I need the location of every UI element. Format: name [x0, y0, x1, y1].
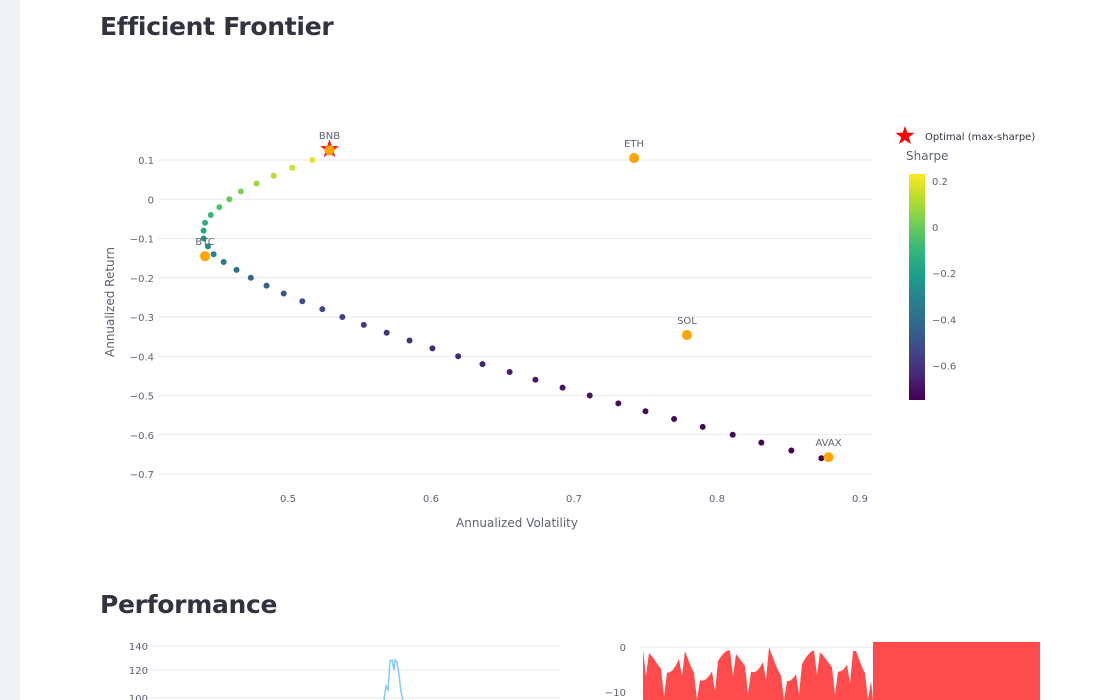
asset-label: BNB: [319, 131, 340, 142]
frontier-point: [263, 282, 270, 289]
sidebar-edge: [0, 0, 20, 700]
y-tick-label: 120: [129, 666, 148, 677]
frontier-point: [270, 172, 277, 179]
frontier-point: [559, 384, 566, 391]
frontier-point: [319, 306, 326, 313]
asset-label: BTC: [195, 237, 214, 248]
frontier-point: [506, 368, 513, 375]
star-icon: [895, 126, 915, 145]
frontier-point: [788, 447, 795, 454]
y-tick-label: −0.3: [130, 313, 154, 324]
y-axis-label: Annualized Return: [103, 247, 117, 357]
colorbar: [909, 174, 925, 400]
frontier-point: [615, 400, 622, 407]
frontier-point: [818, 455, 825, 462]
optimal-asset-point: [324, 145, 335, 156]
frontier-point: [532, 376, 539, 383]
x-axis-label: Annualized Volatility: [456, 516, 578, 530]
asset-label: SOL: [677, 316, 697, 327]
frontier-point: [479, 361, 486, 368]
colorbar-tick-label: −0.4: [932, 315, 956, 326]
asset-point: [629, 153, 640, 164]
y-tick-label: 0: [620, 643, 626, 654]
frontier-point: [207, 211, 214, 218]
colorbar-tick-label: −0.2: [932, 269, 956, 280]
y-tick-label: −0.6: [130, 431, 154, 442]
efficient-frontier-title: Efficient Frontier: [100, 12, 334, 41]
frontier-point: [309, 157, 316, 163]
performance-title: Performance: [100, 590, 278, 619]
x-tick-label: 0.8: [709, 494, 725, 505]
x-tick-label: 0.9: [852, 494, 868, 505]
asset-point: [823, 452, 834, 463]
frontier-point: [204, 243, 211, 250]
frontier-point: [253, 180, 260, 187]
frontier-point: [202, 219, 209, 226]
frontier-point: [429, 345, 436, 352]
y-tick-label: −0.4: [130, 352, 154, 363]
frontier-point: [280, 290, 287, 297]
y-tick-label: −10: [605, 688, 626, 699]
frontier-point: [699, 423, 706, 430]
performance-charts: 140 120 100 0 −10: [129, 642, 1040, 700]
asset-label: AVAX: [815, 438, 841, 449]
colorbar-tick-label: 0: [932, 223, 938, 234]
frontier-point: [758, 439, 765, 446]
frontier-point: [216, 204, 223, 211]
frontier-point: [247, 274, 254, 281]
frontier-point: [220, 259, 227, 266]
efficient-frontier-chart: 0.1 0 −0.1 −0.2 −0.3 −0.4 −0.5 −0.6 −0.7 0.5 0.6 0.…: [103, 126, 1035, 530]
y-tick-label: 140: [129, 642, 148, 653]
frontier-point: [210, 251, 217, 258]
frontier-point: [671, 416, 678, 423]
x-tick-label: 0.7: [566, 494, 582, 505]
frontier-point: [339, 314, 346, 320]
asset-label: ETH: [624, 139, 644, 150]
frontier-point: [360, 321, 367, 328]
y-tick-label: 0.1: [138, 156, 154, 167]
frontier-point: [299, 298, 306, 305]
frontier-point: [289, 164, 296, 171]
y-tick-label: 100: [129, 694, 148, 700]
frontier-point: [455, 353, 462, 360]
frontier-point: [200, 227, 207, 234]
y-tick-label: −0.1: [130, 235, 154, 246]
portfolio-value-line: [383, 658, 404, 700]
frontier-point: [729, 431, 736, 438]
frontier-point: [200, 235, 207, 242]
y-tick-label: −0.2: [130, 274, 154, 285]
colorbar-title: Sharpe: [906, 149, 949, 163]
frontier-point: [406, 337, 413, 344]
frontier-point: [586, 392, 593, 399]
frontier-point: [642, 408, 649, 415]
drawdown-area: [643, 642, 1040, 700]
y-tick-label: −0.7: [130, 470, 154, 481]
frontier-point: [383, 329, 390, 336]
x-tick-label: 0.6: [423, 494, 439, 505]
frontier-point: [226, 196, 233, 203]
colorbar-tick-label: −0.6: [932, 361, 956, 372]
frontier-point: [233, 266, 240, 273]
legend-optimal-label: Optimal (max-sharpe): [925, 132, 1035, 143]
colorbar-tick-label: 0.2: [932, 177, 948, 188]
y-tick-label: −0.5: [130, 392, 154, 403]
asset-point: [681, 330, 692, 341]
y-tick-label: 0: [148, 195, 154, 206]
frontier-point: [237, 188, 244, 195]
x-tick-label: 0.5: [280, 494, 296, 505]
asset-point: [200, 251, 211, 262]
